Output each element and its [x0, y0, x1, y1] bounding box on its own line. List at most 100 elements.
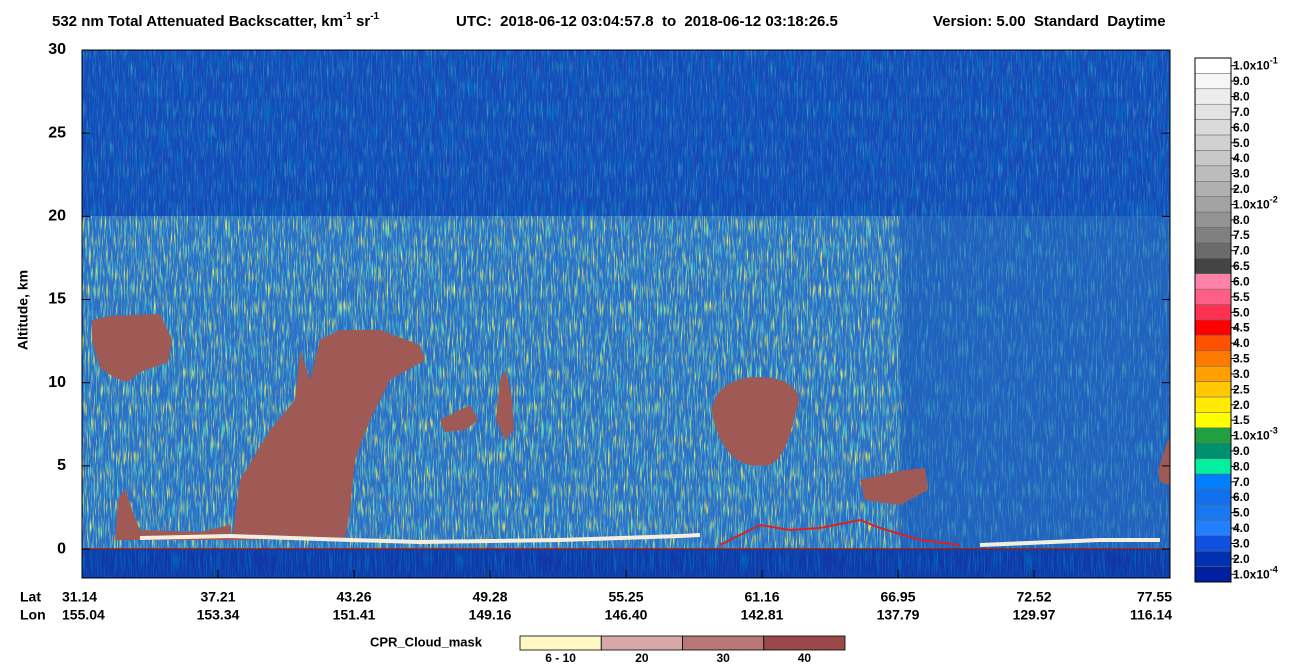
colorbar-label: 3.0	[1233, 167, 1250, 181]
y-tick-label: 0	[57, 540, 66, 557]
colorbar-label-text: 6.0	[1233, 121, 1250, 135]
cloud	[92, 314, 172, 382]
colorbar-label-text: 7.0	[1233, 244, 1250, 258]
colorbar-label: 1.0x10-4	[1233, 565, 1278, 582]
color-swatch	[1194, 520, 1232, 537]
cpr-swatch	[763, 635, 846, 651]
colorbar-label: 7.5	[1233, 228, 1250, 242]
surface-return	[139, 533, 1160, 547]
cpr-swatch	[600, 635, 683, 651]
color-swatch	[1194, 396, 1232, 413]
shade	[900, 216, 1170, 549]
color-swatch	[1194, 273, 1232, 290]
color-swatch	[1194, 103, 1232, 120]
color-swatch	[1194, 412, 1232, 429]
cloud	[440, 405, 478, 432]
color-swatch	[1194, 566, 1232, 583]
lon-tick-label: 149.16	[469, 607, 512, 623]
colorbar-label: 8.0	[1233, 90, 1250, 104]
title-utc: UTC: 2018-06-12 03:04:57.8 to 2018-06-12…	[456, 13, 838, 30]
colorbar-label: 2.0	[1233, 182, 1250, 196]
colorbar-label-exp: -4	[1270, 565, 1278, 575]
colorbar-label-text: 1.0x10	[1233, 567, 1270, 581]
colorbar-label-text: 2.0	[1233, 182, 1250, 196]
cpr-swatch	[519, 635, 602, 651]
colorbar-label-text: 9.0	[1233, 444, 1250, 458]
color-swatch	[1194, 73, 1232, 90]
color-swatch	[1194, 381, 1232, 398]
colorbar-label-text: 4.0	[1233, 151, 1250, 165]
cpr-label: 30	[716, 651, 730, 665]
y-axis-label: Altitude, km	[15, 270, 31, 350]
color-swatch	[1194, 443, 1232, 459]
y-tick-label: 10	[48, 374, 66, 391]
colorbar-label-text: 2.5	[1233, 383, 1250, 397]
colorbar-label-text: 1.0x10	[1233, 429, 1270, 443]
colorbar-label: 8.0	[1233, 460, 1250, 474]
color-swatch	[1194, 427, 1232, 444]
surface-elevation	[719, 518, 961, 546]
colorbar-label-exp: -1	[1270, 56, 1278, 66]
lon-tick-label: 151.41	[333, 607, 376, 623]
colorbar-label: 4.0	[1233, 521, 1250, 535]
lon-label: Lon	[20, 607, 46, 623]
colorbar-label-text: 7.5	[1233, 228, 1250, 242]
lon-tick-label: 137.79	[877, 607, 920, 623]
colorbar-label: 2.0	[1233, 398, 1250, 412]
cpr-label: 20	[635, 651, 649, 665]
colorbar-label: 1.5	[1233, 413, 1250, 427]
colorbar-label-text: 4.0	[1233, 521, 1250, 535]
lon-tick-label: 155.04	[62, 607, 105, 623]
lat-tick-label: 77.55	[1137, 589, 1172, 605]
colorbar-label: 4.0	[1233, 336, 1250, 350]
color-swatch	[1194, 242, 1232, 259]
colorbar-label-text: 8.0	[1233, 90, 1250, 104]
lat-tick-label: 43.26	[336, 589, 371, 605]
y-tick-label: 25	[48, 124, 66, 141]
colorbar-label-text: 2.0	[1233, 398, 1250, 412]
colorbar-label: 7.0	[1233, 105, 1250, 119]
colorbar-label-text: 3.0	[1233, 167, 1250, 181]
lat-label: Lat	[20, 589, 41, 605]
lon-tick-label: 153.34	[197, 607, 240, 623]
colorbar-label-text: 3.0	[1233, 537, 1250, 551]
colorbar-label-text: 5.0	[1233, 305, 1250, 319]
colorbar-label-text: 3.0	[1233, 367, 1250, 381]
color-swatch	[1194, 211, 1232, 228]
y-tick-label: 20	[48, 208, 66, 225]
colorbar-label: 6.0	[1233, 490, 1250, 504]
color-swatch	[1194, 258, 1232, 275]
lon-tick-label: 129.97	[1013, 607, 1056, 623]
colorbar-label-text: 5.5	[1233, 290, 1250, 304]
colorbar-label: 4.0	[1233, 151, 1250, 165]
cloud	[496, 370, 514, 440]
colorbar-label-text: 4.5	[1233, 321, 1250, 335]
lat-tick-label: 37.21	[200, 589, 235, 605]
colorbar-label: 3.5	[1233, 352, 1250, 366]
lon-tick-label: 142.81	[741, 607, 784, 623]
y-tick-label: 30	[48, 41, 66, 58]
colorbar-label: 5.0	[1233, 305, 1250, 319]
color-swatch	[1194, 288, 1232, 305]
color-swatch	[1194, 304, 1232, 321]
lon-tick-label: 116.14	[1130, 607, 1172, 623]
colorbar-label: 1.0x10-2	[1233, 195, 1278, 212]
colorbar-label-exp: -2	[1270, 195, 1278, 205]
colorbar-label-text: 6.0	[1233, 490, 1250, 504]
colorbar-label: 3.0	[1233, 537, 1250, 551]
cpr-label: 6 - 10	[545, 651, 576, 665]
color-swatch	[1194, 504, 1232, 521]
lat-tick-label: 55.25	[608, 589, 643, 605]
colorbar-label: 6.0	[1233, 121, 1250, 135]
color-swatch	[1194, 196, 1232, 213]
color-swatch	[1194, 350, 1232, 367]
colorbar-label-exp: -3	[1270, 426, 1278, 436]
cpr-swatch	[682, 635, 765, 651]
colorbar-label-text: 3.5	[1233, 352, 1250, 366]
colorbar-label-text: 6.5	[1233, 259, 1250, 273]
colorbar-label-text: 5.0	[1233, 506, 1250, 520]
y-tick-label: 5	[57, 457, 66, 474]
lat-tick-label: 61.16	[744, 589, 779, 605]
color-swatch	[1194, 150, 1232, 167]
